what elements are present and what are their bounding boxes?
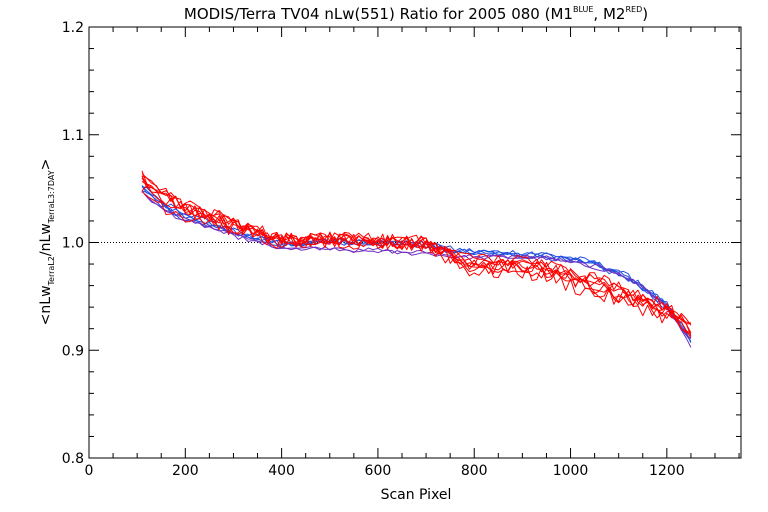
ylabel-close: > [38,159,54,171]
series-line-red-11 [141,190,692,334]
title-mid: , M2 [593,5,625,23]
x-tick-label: 800 [461,463,488,479]
series-line-blue-1 [141,190,692,342]
axis-ticks [88,26,741,459]
series-line-purple-5 [141,190,692,348]
y-tick-label: 0.9 [62,343,84,359]
x-axis-title: Scan Pixel [381,487,452,503]
chart-title: MODIS/Terra TV04 nLw(551) Ratio for 2005… [184,5,648,23]
x-tick-label: 0 [85,463,94,479]
series-line-red-13 [141,185,692,336]
tick-labels: 0 200 400 600 800 1000 1200 0.8 0.9 1.0 1.1 1.2 [62,20,685,479]
x-tick-label: 1200 [649,463,685,479]
series-line-red-12 [141,175,691,325]
x-tick-label: 200 [172,463,199,479]
ylabel-mid: /nLw [38,223,54,256]
x-tick-label: 1000 [553,463,589,479]
y-tick-label: 1.0 [62,236,84,252]
y-axis-title: <nLwTerraL2/nLwTerraL3:7DAY> [38,159,56,326]
series-line-purple-4 [141,191,692,340]
title-end: ) [642,5,648,23]
ylabel-open: <nLw [38,285,54,325]
ylabel-sub2: TerraL3:7DAY [47,170,56,224]
series-line-red-7 [141,175,691,324]
title-main: MODIS/Terra TV04 nLw(551) Ratio for 2005… [184,5,573,23]
y-tick-label: 0.8 [62,451,84,467]
y-tick-label: 1.1 [62,128,84,144]
series-line-red-9 [141,177,692,334]
title-sup-blue: BLUE [573,5,593,14]
y-tick-label: 1.2 [62,20,84,36]
series-line-red-10 [141,180,692,326]
series-line-blue-3 [141,185,692,343]
x-tick-label: 600 [365,463,392,479]
series-line-red-6 [141,173,691,334]
series-line-blue-2 [141,186,692,337]
series-line-blue-0 [141,186,692,343]
title-sup-red: RED [625,5,642,14]
x-tick-label: 400 [268,463,295,479]
ylabel-sub1: TerraL2 [47,256,56,286]
series-group [141,170,692,348]
